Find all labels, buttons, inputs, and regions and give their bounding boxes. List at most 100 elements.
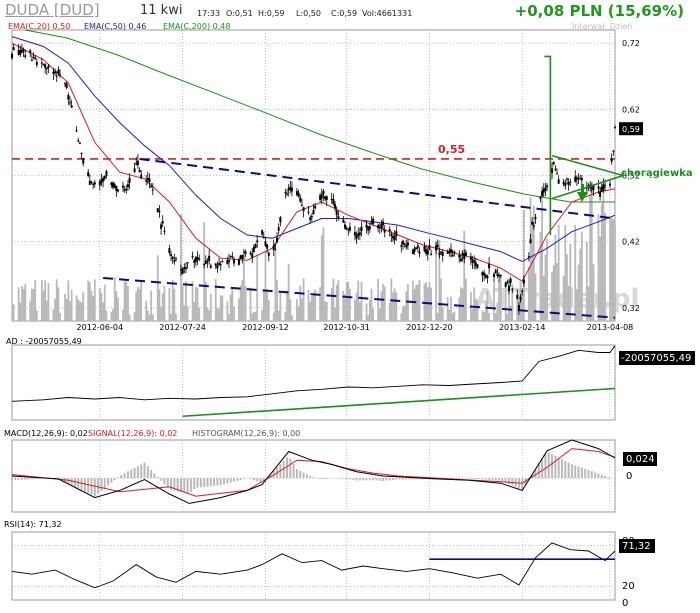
volume-bar <box>112 309 114 321</box>
macd-histogram-bar <box>183 478 186 493</box>
volume-bar <box>345 281 348 321</box>
candle-body <box>459 258 462 261</box>
candle-body <box>314 206 317 209</box>
candle-body <box>150 186 153 188</box>
macd-histogram-bar <box>256 478 259 482</box>
volume-bar <box>365 303 368 321</box>
candle-body <box>484 275 487 278</box>
candle-body <box>214 263 217 266</box>
volume-bar <box>57 287 60 321</box>
candle-body <box>458 254 461 258</box>
macd-histogram-bar <box>365 478 368 481</box>
volume-bar <box>600 203 603 321</box>
candle-body <box>123 188 126 191</box>
candle-body <box>138 169 141 173</box>
macd-histogram-bar <box>388 478 391 481</box>
macd-histogram-bar <box>547 452 550 479</box>
volume-bar <box>476 300 479 321</box>
volume-bar <box>602 186 605 321</box>
macd-histogram-bar <box>415 478 418 480</box>
candle-body <box>64 83 67 85</box>
candle-body <box>552 161 555 165</box>
candle-body <box>372 218 375 224</box>
candle-body <box>59 74 62 76</box>
ema50-line <box>11 36 616 263</box>
macd-histogram-bar <box>564 460 567 479</box>
macd-histogram-bar <box>156 477 159 479</box>
macd-histogram-bar <box>24 478 27 480</box>
macd-histogram-bar <box>100 478 103 491</box>
price-y-tick-label: 0,62 <box>622 105 640 114</box>
candle-body <box>324 196 327 199</box>
macd-histogram-bar <box>614 478 616 480</box>
candle-body <box>136 160 139 166</box>
candle-body <box>360 226 363 232</box>
macd-histogram-bar <box>501 478 504 482</box>
candle-body <box>228 259 231 262</box>
candle-body <box>567 182 570 186</box>
volume-bar <box>395 292 398 321</box>
candle-body <box>181 268 184 274</box>
volume-bar <box>90 290 93 321</box>
candle-body <box>32 56 35 58</box>
macd-histogram-bar <box>554 455 557 479</box>
candle-body <box>272 245 275 251</box>
macd-histogram-bar <box>206 478 209 487</box>
volume-bar <box>544 254 547 321</box>
volume-bar <box>193 301 196 321</box>
macd-histogram-bar <box>133 467 136 479</box>
volume-bar <box>415 284 418 321</box>
candle-body <box>453 251 456 254</box>
volume-bar <box>569 243 572 321</box>
volume-bar <box>344 294 346 321</box>
macd-histogram <box>11 452 616 497</box>
volume-bar <box>529 197 532 321</box>
volume-bar <box>65 298 68 321</box>
chart-date: 11 kwi <box>140 3 183 18</box>
candle-body <box>461 252 464 256</box>
candle-body <box>504 282 507 287</box>
candle-body <box>542 188 545 193</box>
macd-histogram-bar <box>176 478 179 492</box>
candle-body <box>405 245 408 248</box>
candle-body <box>133 168 136 172</box>
volume-bar <box>274 248 277 321</box>
volume-bar <box>610 216 613 321</box>
candle-body <box>600 186 603 192</box>
candle-body <box>24 55 27 58</box>
candle-body <box>237 259 240 265</box>
candle-body <box>267 252 270 256</box>
candle-body <box>289 186 292 191</box>
macd-histogram-bar <box>458 478 461 479</box>
volume-bar <box>335 284 338 321</box>
volume-bar <box>22 288 25 321</box>
volume-bar <box>301 298 303 321</box>
price-y-tick-label: 0,72 <box>622 39 640 48</box>
volume-bar <box>249 287 252 321</box>
candle-body <box>117 189 120 192</box>
candle-body <box>57 69 60 74</box>
volume-bar <box>418 280 421 321</box>
macd-histogram-bar <box>544 454 547 479</box>
volume-bar <box>604 212 606 321</box>
volume-bar <box>47 283 50 321</box>
candle-body <box>534 217 537 219</box>
candle-body <box>441 252 444 256</box>
candle-body <box>232 259 235 264</box>
macd-histogram-bar <box>385 478 388 481</box>
volume-bar <box>123 281 126 321</box>
price-y-tick-label: 0,32 <box>622 304 640 313</box>
volume-bar <box>296 299 298 321</box>
macd-histogram-bar <box>358 478 361 481</box>
candle-body <box>448 251 451 254</box>
macd-histogram-bar <box>170 478 173 490</box>
candle-body <box>266 244 269 249</box>
volume-bar <box>577 264 580 321</box>
candle-body <box>471 259 474 263</box>
candle-body <box>483 272 486 276</box>
candle-body <box>100 179 103 183</box>
volume-bar <box>241 280 244 321</box>
volume-bar <box>589 194 592 321</box>
macd-histogram-bar <box>372 478 375 481</box>
macd-histogram-bar <box>242 478 245 480</box>
